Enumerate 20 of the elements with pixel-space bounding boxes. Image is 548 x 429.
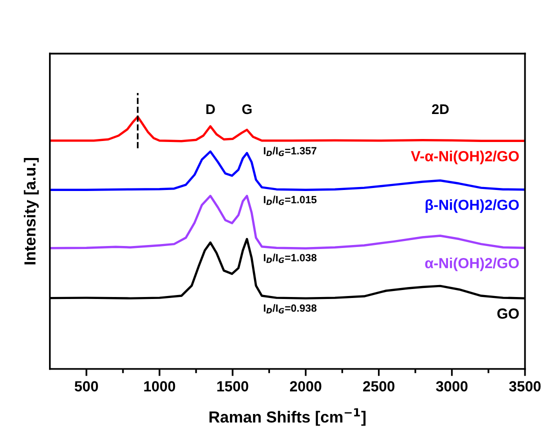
annotation: I$_{D}$/I$_{G}$=1.357 (264, 146, 316, 156)
text: D (206, 104, 215, 114)
text: G (242, 104, 252, 114)
y-axis-title: Intensity [a.u.] (24, 158, 39, 264)
x-tick-label: 2500 (363, 381, 394, 392)
series-label: α-Ni(OH)2/GO (425, 258, 519, 272)
series-label: V-α-Ni(OH)2/GO (410, 150, 519, 164)
x-axis-title: Raman Shifts [cm$^{−1}$] (210, 408, 366, 426)
x-tick-label: 500 (74, 381, 98, 392)
x-tick-label: 2000 (290, 381, 322, 392)
x-tick-label: 3500 (509, 381, 541, 392)
series-label: GO (497, 308, 519, 319)
annotation: I$_{D}$/I$_{G}$=1.038 (264, 254, 317, 264)
annotation: I$_{D}$/I$_{G}$=1.015 (264, 196, 317, 206)
x-tick-label: 3000 (436, 381, 468, 392)
text: 2D (432, 104, 449, 114)
x-tick-label: 1500 (217, 381, 248, 392)
annotation: I$_{D}$/I$_{G}$=0.938 (264, 304, 317, 314)
x-tick-label: 1000 (144, 381, 176, 392)
series-label: β-Ni(OH)2/GO (426, 199, 519, 213)
